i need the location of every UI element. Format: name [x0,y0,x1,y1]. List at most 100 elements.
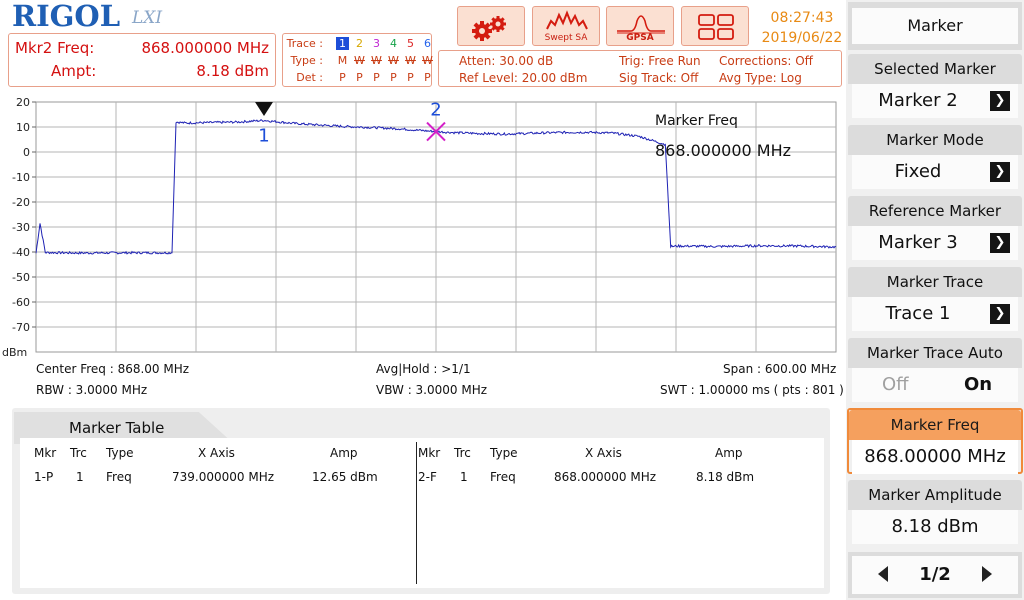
marker-trace-auto-key[interactable]: Marker Trace Auto Off On [848,338,1022,404]
toggle-on-option[interactable]: On [964,374,993,395]
y-tick-label: 10 [16,121,30,134]
marker-table-title: Marker Table [69,419,165,437]
selected-marker-key[interactable]: Selected Marker Marker 2 ❯ [848,54,1022,120]
table-cell-mkr: 2-F [418,470,437,484]
atten-status: Atten: 30.00 dB [459,54,554,68]
marker-mode-label: Marker Mode [848,125,1022,155]
span[interactable]: Span : 600.00 MHz [723,362,837,376]
spectrum-display[interactable]: 1 2 20 10 0 -10 -20 -30 -40 -50 -60 -70 dBm Marker … [0,92,845,404]
measurement-status: Atten: 30.00 dB Ref Level: 20.00 dBm Tri… [438,50,842,87]
softkey-panel: Marker Selected Marker Marker 2 ❯ Marker… [846,0,1024,600]
chevron-right-icon: ❯ [990,91,1010,111]
trace-number-6[interactable]: 6 [424,37,431,50]
swept-sa-button[interactable]: Swept SA [532,6,600,46]
marker-freq-value: 868.000000 MHz [141,39,269,57]
det-value: P [424,71,431,84]
marker-freq-body[interactable]: 868.00000 MHz [852,440,1018,474]
y-tick-label: -30 [12,221,30,234]
page-navigation-body: 1/2 [852,556,1018,594]
table-cell-x: 868.000000 MHz [554,470,657,484]
table-cell-x: 739.000000 MHz [172,470,275,484]
trace-number-5[interactable]: 5 [407,37,414,50]
column-header: Type [106,446,134,460]
menu-title-label: Marker [852,8,1018,44]
y-tick-label: -40 [12,246,30,259]
marker-freq-input[interactable]: 868.00000 MHz [864,446,1006,467]
type-value: M [337,54,348,67]
bell-curve-icon [617,15,665,34]
column-header: Mkr [418,446,441,460]
marker-amplitude-key[interactable]: Marker Amplitude 8.18 dBm [848,480,1022,546]
column-header: Mkr [34,446,57,460]
vbw[interactable]: VBW : 3.0000 MHz [376,383,488,397]
det-value: P [390,71,397,84]
trace-number-1[interactable]: 1 [336,37,349,50]
gpsa-button[interactable]: GPSA [606,6,674,46]
marker-trace-key[interactable]: Marker Trace Trace 1 ❯ [848,267,1022,333]
marker-trace-body: Trace 1 ❯ [852,297,1018,331]
y-tick-label: -70 [12,321,30,334]
layout-button[interactable] [681,6,749,46]
spectrum-icon [546,10,588,30]
spectrum-plot[interactable]: 1 2 20 10 0 -10 -20 -30 -40 -50 -60 -70 dBm Marker … [0,92,845,404]
type-value: W [371,54,382,67]
rigol-logo: RIGOL LXI [12,0,172,34]
reference-marker-key[interactable]: Reference Marker Marker 3 ❯ [848,196,1022,262]
brand-name: RIGOL [12,0,121,33]
y-tick-label: -60 [12,296,30,309]
type-value: W [405,54,416,67]
y-tick-label: -10 [12,171,30,184]
table-cell-trc: 1 [460,470,468,484]
trace-number-4[interactable]: 4 [390,37,397,50]
marker-trace-auto-toggle[interactable]: Off On [852,368,1018,402]
marker-trace-auto-label: Marker Trace Auto [848,338,1022,368]
y-tick-label: 20 [16,96,30,109]
sweep-time[interactable]: SWT : 1.00000 ms ( pts : 801 ) [660,383,844,397]
marker-mode-key[interactable]: Marker Mode Fixed ❯ [848,125,1022,191]
selected-marker-value: Marker 2 [878,90,958,111]
marker-amplitude-label: Marker Amplitude [848,480,1022,510]
marker-ampt-value: 8.18 dBm [196,62,269,80]
marker-1-label: 1 [258,125,269,146]
gpsa-label: GPSA [626,33,654,43]
center-freq[interactable]: Center Freq : 868.00 MHz [36,362,190,376]
prev-page-icon[interactable] [878,566,888,582]
det-value: P [373,71,380,84]
type-value: W [422,54,433,67]
trace-status: Trace : 1 2 3 4 5 6 Type : M W W W W W D… [282,33,433,87]
selected-marker-body: Marker 2 ❯ [852,84,1018,118]
toggle-off-option[interactable]: Off [882,374,909,395]
marker-2-cross [426,121,446,142]
y-tick-label: 0 [23,146,30,159]
lxi-badge: LXI [132,8,163,28]
marker-freq-overlay-title: Marker Freq [655,113,738,129]
table-cell-type: Freq [490,470,516,484]
ref-level-status: Ref Level: 20.00 dBm [459,71,588,85]
y-unit-label: dBm [2,346,27,359]
trace-number-2[interactable]: 2 [356,37,363,50]
marker-amplitude-body: 8.18 dBm [852,510,1018,544]
trig-status: Trig: Free Run [619,54,701,68]
corrections-status: Corrections: Off [719,54,813,68]
y-tick-label: -20 [12,196,30,209]
table-cell-amp: 8.18 dBm [696,470,755,484]
marker-freq-key[interactable]: Marker Freq 868.00000 MHz [847,408,1023,474]
trace-number-3[interactable]: 3 [373,37,380,50]
swept-sa-label: Swept SA [544,33,588,43]
marker-2-label: 2 [430,100,441,121]
gear-icon [472,16,506,41]
type-label: Type : [290,54,323,67]
page-indicator: 1/2 [919,564,951,585]
page-navigation: 1/2 [848,552,1022,598]
column-header: Amp [330,446,358,460]
marker-freq-label: Mkr2 Freq: [15,39,95,57]
date: 2019/06/22 [761,30,843,46]
marker-trace-label: Marker Trace [848,267,1022,297]
marker-1-triangle [255,102,273,116]
rbw[interactable]: RBW : 3.0000 MHz [36,383,148,397]
time: 08:27:43 [770,10,834,26]
clock: 08:27:43 2019/06/22 [760,8,844,48]
trace-label: Trace : [286,37,323,50]
next-page-icon[interactable] [982,566,992,582]
settings-button[interactable] [457,6,525,46]
